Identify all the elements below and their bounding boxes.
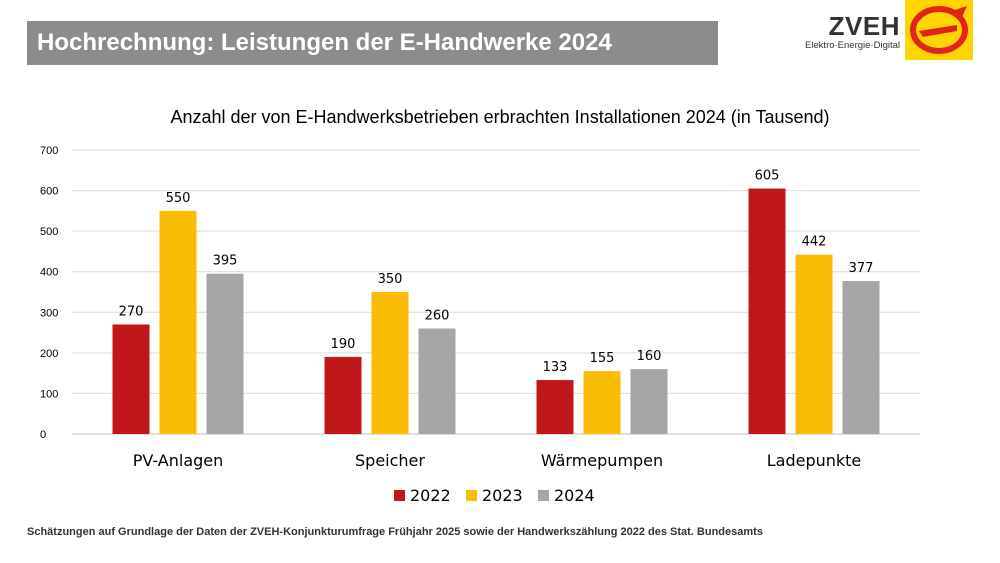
data-label: 550 [166,191,191,206]
data-label: 270 [119,304,144,319]
legend-swatch [394,490,405,501]
data-label: 190 [331,337,356,352]
legend-swatch [538,490,549,501]
bar [159,210,197,434]
legend-label: 2024 [554,486,595,505]
legend-label: 2023 [482,486,523,505]
legend-swatch [466,490,477,501]
data-label: 350 [378,272,403,287]
category-label: Speicher [355,451,425,470]
bar [371,292,409,434]
bar [630,369,668,434]
data-label: 442 [802,235,827,250]
y-axis-ticks: 0 100 200 300 400 500 600 700 [40,145,58,441]
zveh-e-logo-icon [905,0,973,60]
grid-lines [72,149,920,435]
category-label: PV-Anlagen [133,451,224,470]
page-title: Hochrechnung: Leistungen der E-Handwerke… [27,21,718,65]
legend: 2022 2023 2024 [394,486,595,505]
y-tick-label: 600 [40,186,58,198]
data-label: 260 [425,309,450,324]
data-label: 133 [543,360,568,375]
data-label: 155 [590,351,615,366]
data-label: 160 [637,349,662,364]
category-label: Wärmepumpen [541,451,663,470]
category-labels: PV-Anlagen Speicher Wärmepumpen Ladepunkte [133,451,862,470]
data-labels: 270 550 395 190 350 260 133 155 160 605 442 377 [119,169,874,375]
bar [748,188,786,434]
data-label: 605 [755,169,780,184]
logo-name: ZVEH [828,11,900,41]
y-tick-label: 700 [40,145,58,157]
footnote: Schätzungen auf Grundlage der Daten der … [27,526,763,538]
bar [418,328,456,434]
category-label: Ladepunkte [767,451,862,470]
y-tick-label: 0 [40,429,46,441]
y-tick-label: 100 [40,388,58,400]
bar [583,371,621,434]
bar [536,380,574,434]
y-tick-label: 200 [40,348,58,360]
y-tick-label: 500 [40,226,58,238]
data-label: 395 [213,254,238,269]
bar [206,273,244,434]
zveh-e-logo-svg [910,6,968,54]
legend-label: 2022 [410,486,451,505]
chart-title: Anzahl der von E-Handwerksbetrieben erbr… [170,107,829,127]
bar [112,324,150,434]
logo-tagline: Elektro·Energie·Digital [804,40,900,51]
bar [795,254,833,434]
y-tick-label: 400 [40,267,58,279]
logo-wordmark: ZVEH Elektro·Energie·Digital [790,12,900,52]
y-tick-label: 300 [40,307,58,319]
bars [112,188,880,434]
bar [324,356,362,434]
bar-chart: Anzahl der von E-Handwerksbetrieben erbr… [40,107,920,505]
data-label: 377 [849,261,874,276]
bar [842,281,880,434]
